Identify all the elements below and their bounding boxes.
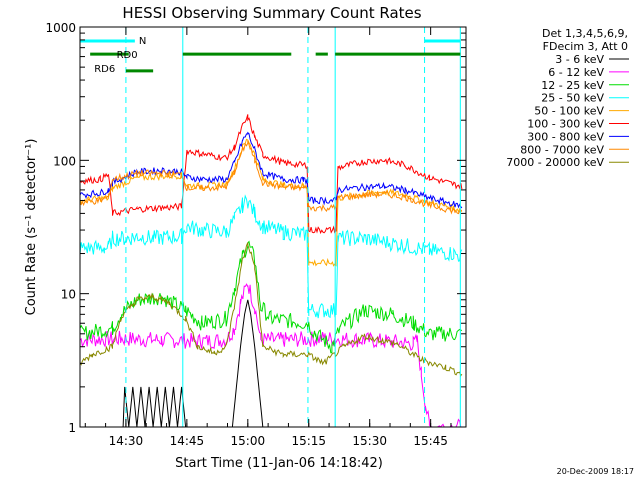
- y-axis-label: Count Rate (s⁻¹ detector⁻¹): [24, 139, 39, 316]
- legend-label: 800 - 7000 keV: [520, 143, 604, 156]
- series-line-2: [80, 283, 462, 427]
- y-tick-label: 1000: [45, 21, 76, 35]
- legend-label: 3 - 6 keV: [555, 53, 604, 66]
- chart-title: HESSI Observing Summary Count Rates: [122, 4, 421, 22]
- footer-timestamp: 20-Dec-2009 18:17: [557, 467, 634, 476]
- legend-label: 300 - 800 keV: [527, 130, 604, 143]
- series-line-7: [80, 131, 463, 209]
- y-tick-label: 1: [68, 421, 76, 435]
- series-line-4: [80, 194, 463, 319]
- legend-label: 7000 - 20000 keV: [506, 156, 604, 169]
- x-tick-label: 15:15: [291, 434, 326, 448]
- x-tick-label: 14:45: [170, 434, 205, 448]
- legend-label: 12 - 25 keV: [541, 79, 604, 92]
- series-line-8: [80, 140, 463, 215]
- series-line-6: [80, 114, 463, 235]
- vertical-markers: [79, 27, 461, 427]
- y-axis: 1 10 100 1000: [45, 21, 466, 435]
- legend-label: 25 - 50 keV: [541, 92, 604, 105]
- y-tick-label: 10: [61, 288, 76, 302]
- x-axis-label: Start Time (11-Jan-06 14:18:42): [175, 456, 383, 471]
- plot-frame: [79, 26, 467, 428]
- state-bar-label: RD6: [94, 64, 115, 75]
- x-axis: 14:30 14:45 15:00 15:15 15:30 15:45: [84, 27, 452, 448]
- legend-label: 50 - 100 keV: [534, 105, 604, 118]
- x-tick-label: 14:30: [109, 434, 144, 448]
- x-tick-label: 15:00: [231, 434, 266, 448]
- series-line-9: [80, 242, 463, 377]
- legend-header-line-1: Det 1,3,4,5,6,9,: [542, 27, 628, 40]
- series-line-1: [122, 299, 264, 427]
- x-tick-label: 15:45: [413, 434, 448, 448]
- series-layer: [80, 114, 463, 427]
- legend-label: 6 - 12 keV: [548, 66, 604, 79]
- state-bar-label: RD0: [117, 50, 138, 61]
- series-line-3: [80, 240, 463, 354]
- legend-header-line-2: FDecim 3, Att 0: [543, 40, 628, 53]
- state-bar-label: N: [139, 36, 146, 47]
- x-tick-label: 15:30: [352, 434, 387, 448]
- y-tick-label: 100: [53, 154, 76, 168]
- legend-label: 100 - 300 keV: [527, 118, 604, 131]
- series-line-5: [80, 138, 463, 267]
- legend: Det 1,3,4,5,6,9, FDecim 3, Att 0 3 - 6 k…: [506, 27, 629, 169]
